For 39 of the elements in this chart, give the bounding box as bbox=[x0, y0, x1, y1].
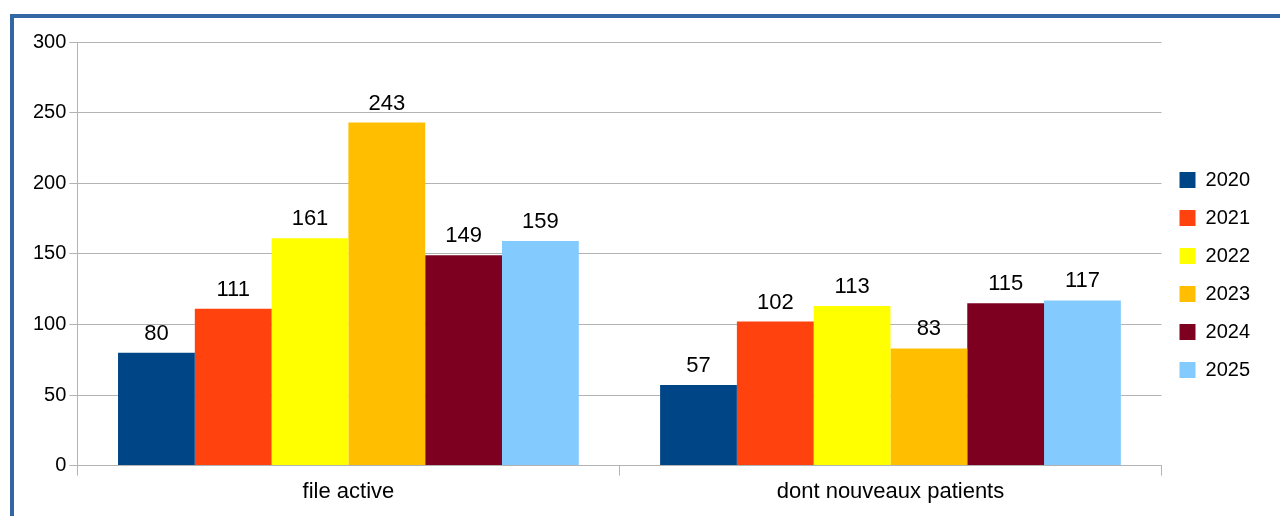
data-label: 161 bbox=[291, 205, 329, 231]
data-label: 117 bbox=[1064, 267, 1100, 293]
bar bbox=[425, 255, 502, 466]
data-label: 80 bbox=[144, 319, 169, 345]
data-label: 149 bbox=[445, 222, 482, 248]
y-tick-label: 200 bbox=[32, 170, 67, 193]
bar bbox=[890, 348, 968, 466]
bar bbox=[118, 352, 195, 466]
legend-label: 2022 bbox=[1205, 243, 1251, 266]
bar bbox=[1044, 300, 1121, 466]
legend-label: 2024 bbox=[1205, 319, 1251, 342]
data-label: 113 bbox=[834, 273, 870, 299]
bar bbox=[348, 122, 426, 466]
data-label: 102 bbox=[756, 288, 794, 314]
y-tick-label: 50 bbox=[44, 382, 67, 405]
data-label: 83 bbox=[916, 315, 942, 341]
bar bbox=[271, 238, 349, 466]
y-tick-label: 150 bbox=[32, 241, 67, 264]
legend-label: 2025 bbox=[1205, 357, 1251, 380]
y-tick-label: 100 bbox=[32, 311, 67, 334]
x-tick-label: dont nouveaux patients bbox=[776, 477, 1005, 503]
legend-label: 2020 bbox=[1205, 167, 1251, 190]
data-label: 115 bbox=[988, 270, 1024, 296]
y-tick-label: 300 bbox=[32, 29, 67, 52]
data-label: 57 bbox=[686, 352, 711, 378]
y-tick-label: 250 bbox=[32, 100, 67, 123]
bar bbox=[660, 385, 737, 466]
bar bbox=[813, 306, 891, 466]
data-label: 243 bbox=[368, 89, 406, 115]
legend-label: 2023 bbox=[1205, 281, 1251, 304]
bar bbox=[194, 308, 272, 466]
bar bbox=[501, 241, 579, 466]
bar bbox=[967, 303, 1045, 466]
data-label: 159 bbox=[522, 208, 559, 234]
y-tick-label: 0 bbox=[55, 453, 67, 476]
bar bbox=[736, 321, 814, 466]
data-label: 111 bbox=[216, 275, 250, 301]
legend-label: 2021 bbox=[1205, 205, 1251, 228]
x-tick-label: file active bbox=[302, 477, 395, 503]
